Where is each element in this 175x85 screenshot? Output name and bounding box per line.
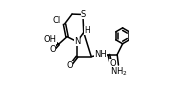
Text: O: O <box>109 59 116 68</box>
Text: H: H <box>84 26 90 35</box>
Text: O: O <box>66 61 73 70</box>
Text: O: O <box>49 45 56 54</box>
Text: N: N <box>74 37 80 46</box>
Text: OH: OH <box>44 35 57 44</box>
Text: Cl: Cl <box>52 16 61 25</box>
Text: NH$_2$: NH$_2$ <box>110 66 128 78</box>
Text: S: S <box>81 10 86 19</box>
Text: NH: NH <box>94 50 107 59</box>
Text: Cl: Cl <box>52 16 61 25</box>
